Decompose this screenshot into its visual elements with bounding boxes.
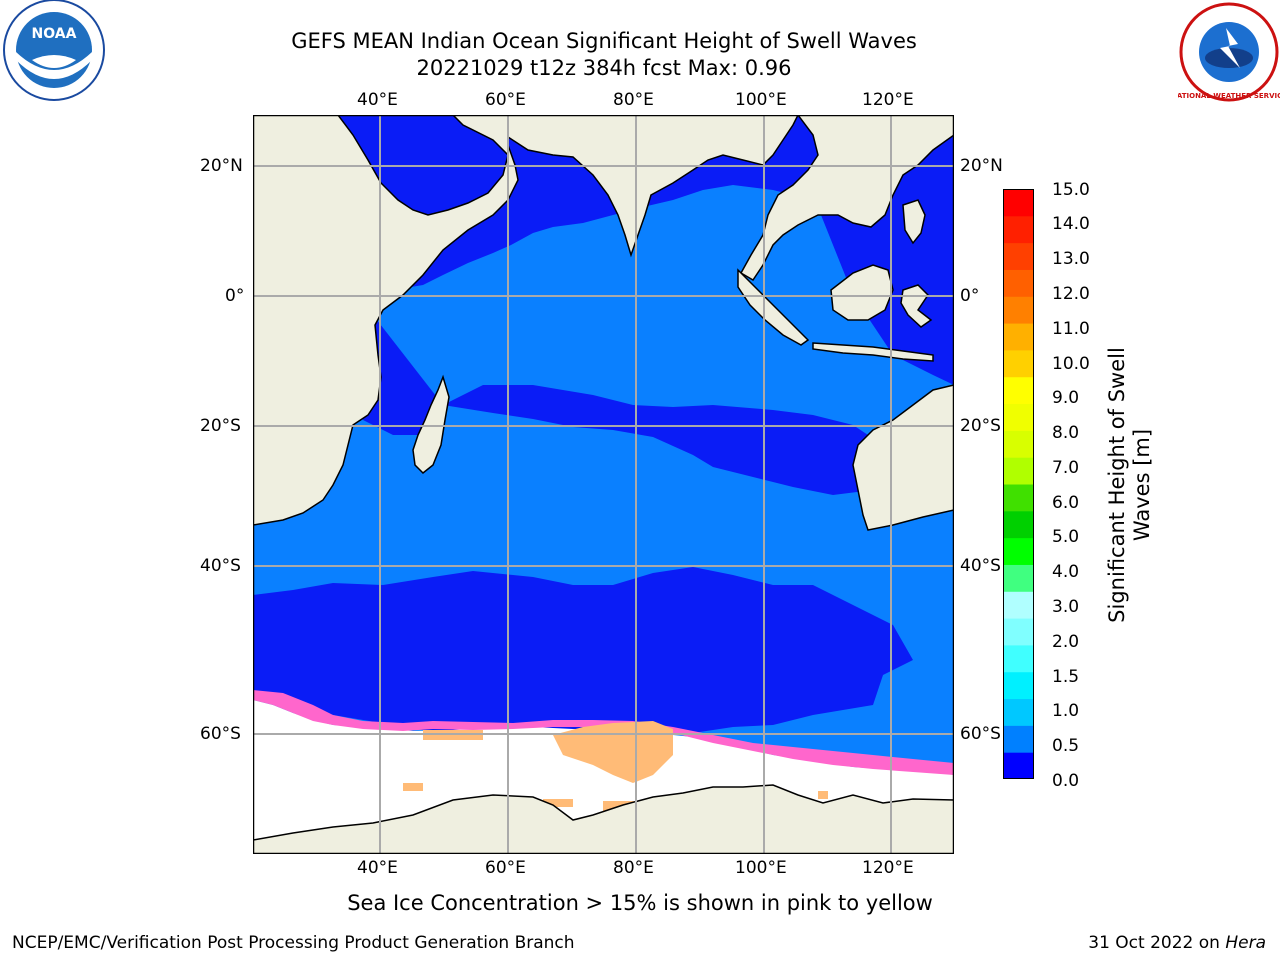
sea-ice-edge-pink	[253, 690, 954, 775]
chart-title: GEFS MEAN Indian Ocean Significant Heigh…	[291, 29, 917, 53]
lon-label-bottom-60e: 60°E	[485, 858, 526, 878]
colorbar-tick-3: 3.0	[1052, 597, 1080, 617]
colorbar-tick-1: 1.0	[1052, 701, 1080, 721]
lat-label-left-40s: 40°S	[200, 556, 241, 576]
colorbar-tick-10: 10.0	[1052, 354, 1090, 374]
nws-logo-text: NATIONAL WEATHER SERVICE	[1178, 92, 1280, 100]
map-frame	[252, 114, 955, 855]
colorbar-label-line1: Significant Height of Swell	[1105, 347, 1129, 623]
colorbar-segment	[1003, 323, 1034, 351]
lat-label-right-20n: 20°N	[960, 156, 1003, 176]
land-sumatra	[737, 268, 810, 346]
lon-label-bottom-80e: 80°E	[613, 858, 654, 878]
lat-label-left-0: 0°	[225, 286, 245, 306]
lon-label-bottom-100e: 100°E	[735, 858, 787, 878]
lat-label-right-60s: 60°S	[960, 724, 1001, 744]
ocean-mid-south-patch	[883, 645, 954, 715]
lat-label-right-0: 0°	[960, 286, 980, 306]
colorbar-segment	[1003, 430, 1034, 458]
colorbar-tick-12: 12.0	[1052, 284, 1090, 304]
lon-label-top-60e: 60°E	[485, 90, 526, 110]
land-australia	[852, 384, 954, 531]
colorbar-segment	[1003, 376, 1034, 405]
chart-subtitle: 20221029 t12z 384h fcst Max: 0.96	[416, 56, 792, 80]
colorbar-tick-9: 9.0	[1052, 388, 1080, 408]
lon-label-top-80e: 80°E	[613, 90, 654, 110]
lon-label-bottom-120e: 120°E	[862, 858, 914, 878]
colorbar-segment	[1003, 618, 1034, 646]
colorbar-segment	[1003, 644, 1034, 673]
colorbar-tick-4: 4.0	[1052, 562, 1080, 582]
map-panel	[252, 114, 955, 855]
colorbar-segment	[1003, 189, 1034, 217]
land-java	[812, 342, 934, 362]
ocean-deep-mid-patches	[443, 385, 893, 495]
lon-label-bottom-40e: 40°E	[357, 858, 398, 878]
colorbar-tick-1-5: 1.5	[1052, 667, 1080, 687]
colorbar-segment	[1003, 242, 1034, 270]
colorbar-frame	[1003, 189, 1034, 779]
colorbar-segment	[1003, 671, 1034, 700]
colorbar-segment	[1003, 698, 1034, 726]
land-antarctica	[253, 784, 954, 854]
colorbar-tick-0: 0.0	[1052, 771, 1080, 791]
colorbar-tick-14: 14.0	[1052, 214, 1090, 234]
sea-ice-orange-6	[818, 791, 828, 799]
land-philippines	[902, 199, 926, 245]
ocean-deep-south	[253, 567, 913, 747]
map-gridlines	[253, 115, 954, 854]
colorbar-segment	[1003, 510, 1034, 539]
colorbar-segment	[1003, 752, 1034, 780]
noaa-logo: NOAA	[2, 0, 106, 104]
lat-label-right-20s: 20°S	[960, 416, 1001, 436]
lat-label-right-40s: 40°S	[960, 556, 1001, 576]
footer-right: 31 Oct 2022 on Hera	[1088, 933, 1266, 953]
colorbar-segment	[1003, 215, 1034, 244]
lon-label-top-120e: 120°E	[862, 90, 914, 110]
sea-ice-orange-1	[553, 721, 673, 783]
colorbar-segment	[1003, 457, 1034, 485]
footer-host: Hera	[1225, 933, 1266, 953]
footer-left: NCEP/EMC/Verification Post Processing Pr…	[12, 933, 575, 953]
colorbar-tick-13: 13.0	[1052, 249, 1090, 269]
lon-label-top-100e: 100°E	[735, 90, 787, 110]
colorbar-tick-6: 6.0	[1052, 493, 1080, 513]
colorbar-tick-2: 2.0	[1052, 632, 1080, 652]
lat-label-left-20n: 20°N	[200, 156, 243, 176]
colorbar-tick-7: 7.0	[1052, 458, 1080, 478]
colorbar-tick-15: 15.0	[1052, 180, 1090, 200]
colorbar-segment	[1003, 296, 1034, 324]
colorbar-tick-8: 8.0	[1052, 423, 1080, 443]
colorbar-label: Significant Height of Swell Waves [m]	[1105, 315, 1155, 655]
lon-label-top-40e: 40°E	[357, 90, 398, 110]
colorbar-tick-0-5: 0.5	[1052, 736, 1080, 756]
colorbar-segment	[1003, 403, 1034, 431]
land-india	[507, 115, 799, 258]
land-southeast-asia	[739, 115, 954, 282]
colorbar-segment	[1003, 564, 1034, 592]
sea-ice-caption: Sea Ice Concentration > 15% is shown in …	[347, 891, 933, 915]
colorbar-segment	[1003, 537, 1034, 565]
colorbar-segment	[1003, 591, 1034, 619]
nws-logo: NATIONAL WEATHER SERVICE	[1171, 2, 1280, 102]
colorbar-tick-11: 11.0	[1052, 319, 1090, 339]
lat-label-left-20s: 20°S	[200, 416, 241, 436]
colorbar-segment	[1003, 725, 1034, 753]
colorbar-segment	[1003, 269, 1034, 297]
colorbar-segment	[1003, 349, 1034, 378]
noaa-logo-text: NOAA	[32, 26, 77, 42]
colorbar-segment	[1003, 484, 1034, 512]
land-borneo	[830, 264, 894, 321]
colorbar	[1003, 188, 1034, 780]
lat-label-left-60s: 60°S	[200, 724, 241, 744]
colorbar-tick-5: 5.0	[1052, 527, 1080, 547]
sea-ice-orange-4	[543, 799, 573, 807]
footer-date: 31 Oct 2022 on	[1088, 933, 1226, 953]
sea-ice-orange-5	[403, 783, 423, 791]
colorbar-label-line2: Waves [m]	[1130, 428, 1154, 542]
